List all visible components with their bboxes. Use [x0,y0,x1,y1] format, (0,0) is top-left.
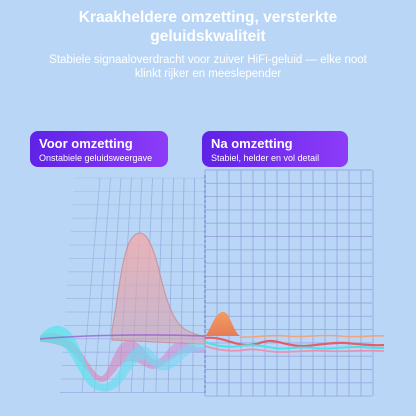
wave-after-peak [205,311,240,336]
label-before-title: Voor omzetting [39,136,133,151]
wave-after-red [204,336,385,348]
label-before: Voor omzetting Onstabiele geluidsweergav… [30,131,168,167]
wave-before-line [39,334,206,340]
wave-before-peak [111,232,206,345]
wave-before-pink [40,333,205,383]
wave-after-orange-tail [239,334,385,338]
wave-after-cyan [204,341,385,350]
grid-right [204,169,374,397]
label-after-title: Na omzetting [211,136,293,151]
label-before-description: Onstabiele geluidsweergave [39,153,153,163]
wave-before-cyan [40,325,205,392]
subheadline: Stabiele signaaloverdracht voor zuiver H… [49,54,367,80]
wave-after-pink [204,345,385,353]
header: Kraakheldere omzetting, versterkte gelui… [0,8,416,81]
headline: Kraakheldere omzetting, versterkte gelui… [78,9,338,45]
label-after-description: Stabiel, helder en vol detail [211,153,320,163]
label-after: Na omzetting Stabiel, helder en vol deta… [202,131,348,167]
